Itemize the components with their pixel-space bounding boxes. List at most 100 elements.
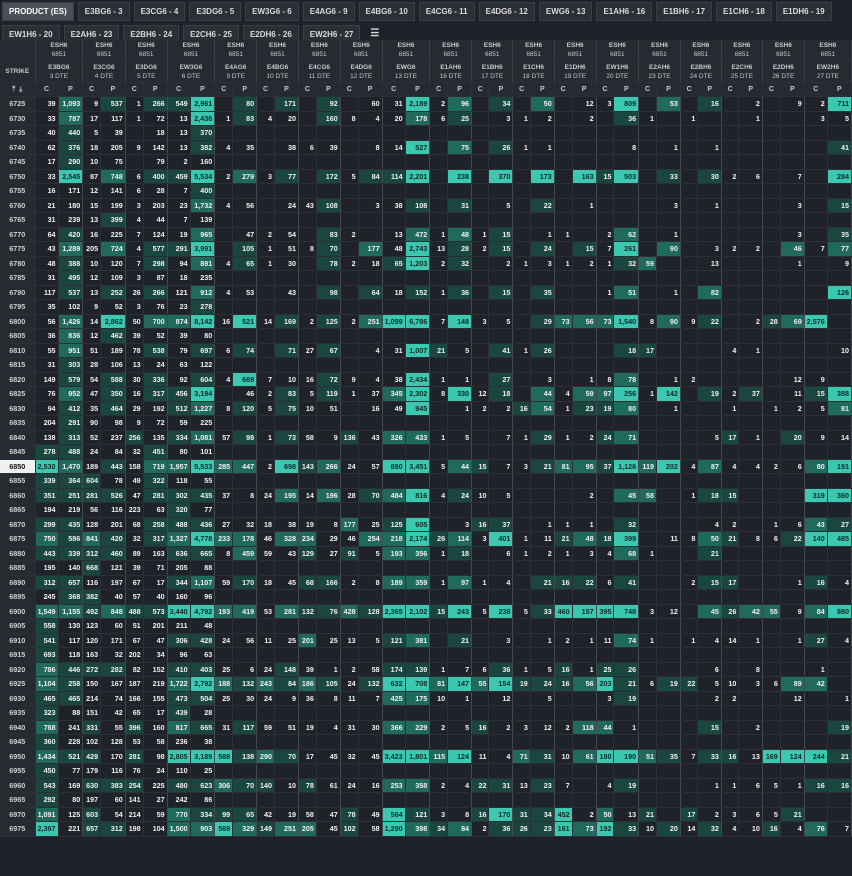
call-volume-cell[interactable]: 96 [167, 647, 191, 663]
call-volume-cell[interactable] [721, 502, 740, 518]
put-volume-cell[interactable]: 26 [530, 343, 555, 358]
strike-cell[interactable]: 6905 [0, 618, 36, 634]
call-volume-cell[interactable]: 2 [340, 314, 359, 329]
put-volume-cell[interactable]: 398 [405, 821, 431, 837]
call-volume-cell[interactable]: 73 [596, 314, 615, 329]
put-volume-cell[interactable]: 8,142 [190, 314, 216, 329]
put-volume-cell[interactable]: 1,732 [190, 198, 216, 213]
put-volume-cell[interactable]: 6 [780, 517, 805, 532]
put-volume-cell[interactable] [405, 792, 431, 808]
put-volume-cell[interactable]: 7 [780, 169, 805, 184]
call-volume-cell[interactable]: 443 [35, 546, 59, 561]
put-header[interactable]: P [405, 82, 431, 97]
call-volume-cell[interactable] [596, 560, 615, 576]
expiry-header[interactable]: E4DG6 12 DTE [340, 60, 383, 83]
put-volume-cell[interactable] [316, 792, 341, 808]
call-volume-cell[interactable] [804, 473, 828, 489]
put-volume-cell[interactable]: 28 [447, 241, 473, 257]
put-volume-cell[interactable]: 106 [100, 357, 126, 373]
put-volume-cell[interactable] [316, 589, 341, 605]
put-volume-cell[interactable]: 364 [58, 473, 84, 489]
put-volume-cell[interactable]: 322 [143, 473, 168, 489]
call-volume-cell[interactable]: 2 [554, 633, 573, 648]
put-volume-cell[interactable] [232, 270, 258, 286]
put-volume-cell[interactable]: 586 [58, 531, 84, 547]
put-volume-cell[interactable]: 74 [100, 691, 126, 706]
call-volume-cell[interactable]: 16 [512, 401, 531, 416]
put-volume-cell[interactable] [780, 140, 805, 155]
put-volume-cell[interactable]: 1,289 [58, 241, 84, 257]
call-volume-cell[interactable]: 244 [804, 749, 828, 764]
call-volume-cell[interactable]: 2 [429, 778, 449, 793]
call-volume-cell[interactable] [214, 618, 234, 634]
call-volume-cell[interactable]: 603 [82, 807, 102, 822]
call-volume-cell[interactable] [214, 792, 234, 808]
put-volume-cell[interactable]: 787 [58, 111, 84, 126]
put-volume-cell[interactable] [656, 792, 681, 808]
call-volume-cell[interactable]: 2 [471, 401, 490, 416]
put-volume-cell[interactable]: 71 [143, 560, 168, 576]
put-volume-cell[interactable]: 1 [780, 575, 805, 590]
call-volume-cell[interactable]: 35 [35, 299, 59, 315]
strike-cell[interactable]: 6765 [0, 212, 36, 228]
call-volume-cell[interactable] [340, 502, 359, 518]
call-volume-cell[interactable] [512, 183, 531, 199]
put-volume-cell[interactable] [274, 328, 299, 344]
call-volume-cell[interactable]: 2 [804, 96, 828, 112]
put-volume-cell[interactable] [488, 560, 514, 576]
call-volume-cell[interactable] [512, 488, 531, 503]
put-volume-cell[interactable] [274, 792, 299, 808]
put-volume-cell[interactable]: 5 [530, 662, 555, 677]
call-volume-cell[interactable] [804, 546, 828, 561]
put-volume-cell[interactable] [405, 560, 431, 576]
put-volume-cell[interactable] [572, 140, 597, 155]
call-volume-cell[interactable] [596, 734, 615, 750]
call-volume-cell[interactable]: 874 [167, 314, 191, 329]
put-volume-cell[interactable]: 38 [274, 140, 299, 155]
call-volume-cell[interactable]: 94 [167, 256, 191, 271]
call-volume-cell[interactable]: 272 [82, 662, 102, 677]
put-volume-cell[interactable]: 5 [488, 198, 514, 213]
put-volume-cell[interactable]: 313 [58, 430, 84, 445]
put-volume-cell[interactable]: 243 [447, 604, 473, 619]
put-volume-cell[interactable]: 28 [143, 183, 168, 199]
put-volume-cell[interactable]: 2,189 [405, 96, 431, 112]
call-volume-cell[interactable] [214, 241, 234, 257]
put-volume-cell[interactable] [780, 647, 805, 663]
put-volume-cell[interactable] [405, 212, 431, 228]
call-volume-cell[interactable]: 396 [125, 720, 144, 735]
put-volume-cell[interactable]: 173 [530, 169, 555, 184]
strike-cell[interactable]: 6775 [0, 241, 36, 257]
put-volume-cell[interactable] [316, 502, 341, 518]
put-header[interactable]: P [827, 82, 852, 97]
put-volume-cell[interactable]: 157 [572, 604, 597, 619]
put-volume-cell[interactable] [447, 299, 473, 315]
strike-cell[interactable]: 6850 [0, 459, 36, 474]
put-volume-cell[interactable] [232, 154, 258, 170]
put-volume-cell[interactable]: 31 [530, 749, 555, 764]
call-volume-cell[interactable]: 1 [721, 401, 740, 416]
call-volume-cell[interactable]: 1,434 [35, 749, 59, 764]
put-volume-cell[interactable] [232, 415, 258, 431]
call-volume-cell[interactable] [471, 183, 490, 199]
put-volume-cell[interactable]: 20 [780, 430, 805, 445]
put-volume-cell[interactable] [656, 633, 681, 648]
strike-cell[interactable]: 6935 [0, 705, 36, 721]
put-header[interactable]: P [100, 82, 126, 97]
strike-cell[interactable]: 6945 [0, 734, 36, 750]
put-volume-cell[interactable]: 44 [143, 212, 168, 228]
call-volume-cell[interactable]: 4 [596, 778, 615, 793]
put-volume-cell[interactable] [827, 444, 852, 460]
call-volume-cell[interactable]: 4 [554, 386, 573, 402]
put-volume-cell[interactable] [572, 343, 597, 358]
put-volume-cell[interactable]: 39 [100, 125, 126, 141]
put-volume-cell[interactable]: 154 [488, 676, 514, 692]
put-volume-cell[interactable] [488, 270, 514, 286]
call-volume-cell[interactable] [512, 299, 531, 315]
call-volume-cell[interactable] [804, 415, 828, 431]
call-volume-cell[interactable]: 312 [35, 575, 59, 590]
call-volume-cell[interactable]: 9 [340, 372, 359, 387]
put-volume-cell[interactable]: 219 [58, 502, 84, 518]
call-volume-cell[interactable] [298, 125, 317, 141]
call-volume-cell[interactable]: 786 [35, 662, 59, 677]
